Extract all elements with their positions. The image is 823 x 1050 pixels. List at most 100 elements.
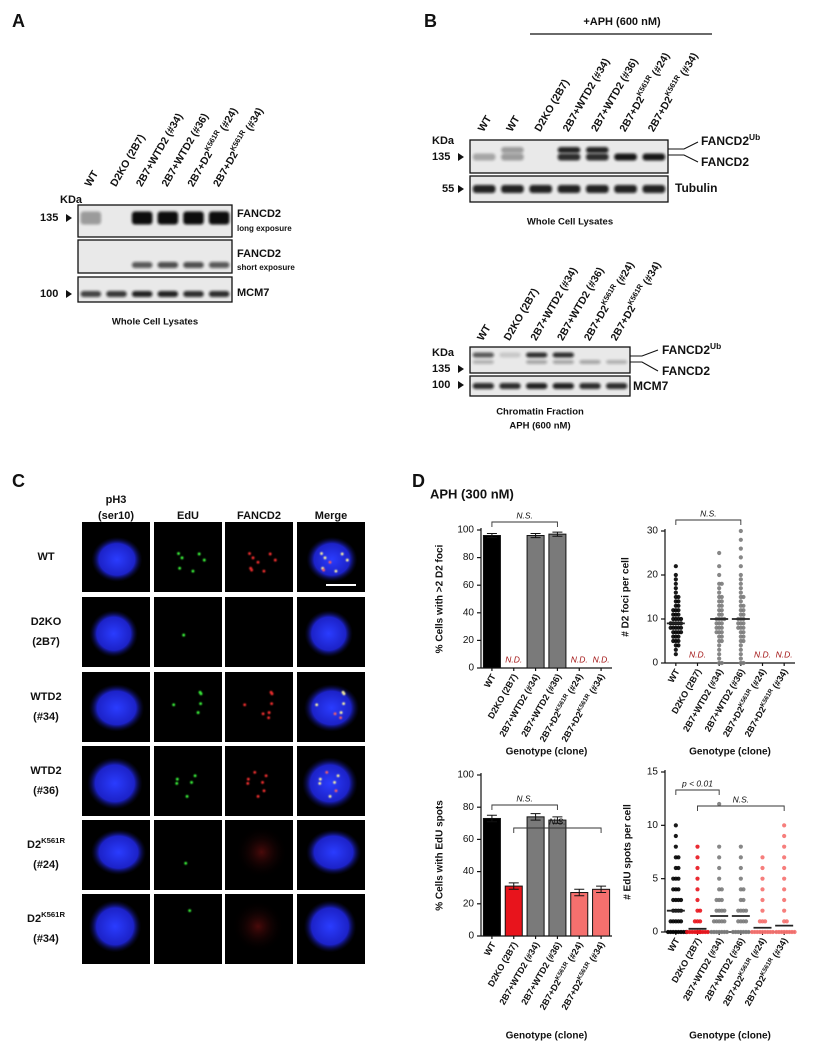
focus bbox=[250, 568, 254, 572]
focus bbox=[336, 774, 340, 778]
row-label: D2K561R bbox=[27, 910, 65, 925]
blot bbox=[77, 204, 233, 238]
dot bbox=[741, 887, 746, 892]
dot bbox=[738, 555, 743, 560]
nucleus bbox=[86, 757, 143, 810]
dot bbox=[782, 865, 787, 871]
column-header: (ser10) bbox=[98, 510, 134, 522]
bracket-line bbox=[668, 141, 699, 150]
dot bbox=[711, 919, 717, 924]
kda-label: KDa bbox=[432, 135, 455, 147]
error-bar bbox=[574, 888, 585, 897]
dot bbox=[782, 897, 787, 903]
focus bbox=[197, 552, 201, 556]
dot bbox=[730, 929, 736, 935]
focus bbox=[334, 569, 338, 573]
y-tick-label: 10 bbox=[647, 820, 659, 831]
dot bbox=[695, 897, 700, 903]
dot bbox=[719, 897, 724, 903]
band bbox=[157, 211, 179, 225]
band bbox=[472, 153, 496, 161]
dot bbox=[668, 625, 673, 630]
nucleus bbox=[304, 610, 353, 658]
dot bbox=[719, 608, 724, 613]
dot bbox=[738, 876, 743, 881]
bar bbox=[570, 892, 589, 937]
band bbox=[131, 211, 153, 225]
significance-label: N.S. bbox=[516, 793, 533, 803]
column-header: FANCD2 bbox=[237, 510, 281, 522]
significance-label: p < 0.01 bbox=[681, 778, 713, 788]
dot bbox=[673, 844, 678, 849]
mw-marker: 135 bbox=[432, 363, 450, 375]
dot bbox=[741, 634, 746, 639]
focus bbox=[267, 711, 271, 714]
dot bbox=[784, 919, 789, 924]
significance-bracket bbox=[491, 804, 558, 810]
dot bbox=[717, 550, 722, 556]
dot bbox=[738, 546, 743, 551]
y-tick-label: 100 bbox=[457, 525, 474, 536]
bar bbox=[526, 816, 545, 937]
focus bbox=[246, 781, 250, 785]
nucleus bbox=[89, 610, 138, 658]
y-tick-label: 40 bbox=[463, 866, 475, 877]
focus bbox=[175, 777, 179, 781]
blot bbox=[469, 346, 631, 374]
y-tick-label: 80 bbox=[463, 802, 475, 813]
band bbox=[585, 153, 609, 161]
dot bbox=[738, 652, 743, 657]
bracket-line bbox=[630, 349, 659, 357]
dot bbox=[673, 572, 678, 578]
dot bbox=[717, 643, 722, 648]
y-axis-label: # EdU spots per cell bbox=[623, 804, 634, 900]
x-axis-label: Genotype (clone) bbox=[689, 747, 771, 758]
band bbox=[131, 262, 153, 268]
band bbox=[131, 291, 153, 297]
marker-arrow bbox=[66, 290, 72, 298]
dot bbox=[671, 608, 676, 613]
dot bbox=[676, 638, 681, 644]
error-bar bbox=[486, 532, 497, 539]
value-label: N.D. bbox=[571, 654, 588, 664]
focus bbox=[268, 552, 272, 556]
dot bbox=[673, 586, 678, 591]
band bbox=[472, 185, 496, 193]
dot bbox=[678, 919, 684, 924]
focus bbox=[178, 566, 182, 570]
dot bbox=[717, 865, 722, 871]
bar bbox=[592, 888, 611, 937]
micrograph bbox=[225, 672, 293, 742]
dot bbox=[770, 929, 776, 935]
row-label: (#34) bbox=[33, 711, 59, 723]
bar bbox=[526, 535, 545, 669]
dot bbox=[714, 625, 719, 630]
focus bbox=[261, 781, 264, 784]
row-label: (#34) bbox=[33, 933, 59, 945]
significance-bracket bbox=[697, 805, 785, 811]
blot-caption: Whole Cell Lysates bbox=[527, 217, 613, 228]
row-label: (#24) bbox=[33, 859, 59, 871]
band bbox=[472, 383, 494, 389]
row-label: WT bbox=[37, 551, 54, 563]
band bbox=[183, 211, 204, 225]
dot bbox=[763, 919, 768, 924]
value-label: N.D. bbox=[754, 649, 771, 659]
y-tick-label: 0 bbox=[468, 931, 474, 942]
dot bbox=[738, 572, 743, 578]
band bbox=[501, 153, 524, 161]
dot bbox=[673, 833, 678, 839]
dot bbox=[705, 929, 711, 935]
micrograph bbox=[225, 597, 293, 667]
dot bbox=[717, 876, 722, 881]
dot bbox=[760, 876, 765, 881]
dot bbox=[738, 528, 743, 534]
value-label: N.D. bbox=[689, 649, 706, 659]
dot bbox=[738, 599, 743, 604]
focus bbox=[323, 556, 327, 560]
band bbox=[579, 383, 601, 389]
bracket-line bbox=[630, 361, 659, 372]
micrograph bbox=[225, 746, 293, 816]
focus bbox=[188, 909, 192, 913]
